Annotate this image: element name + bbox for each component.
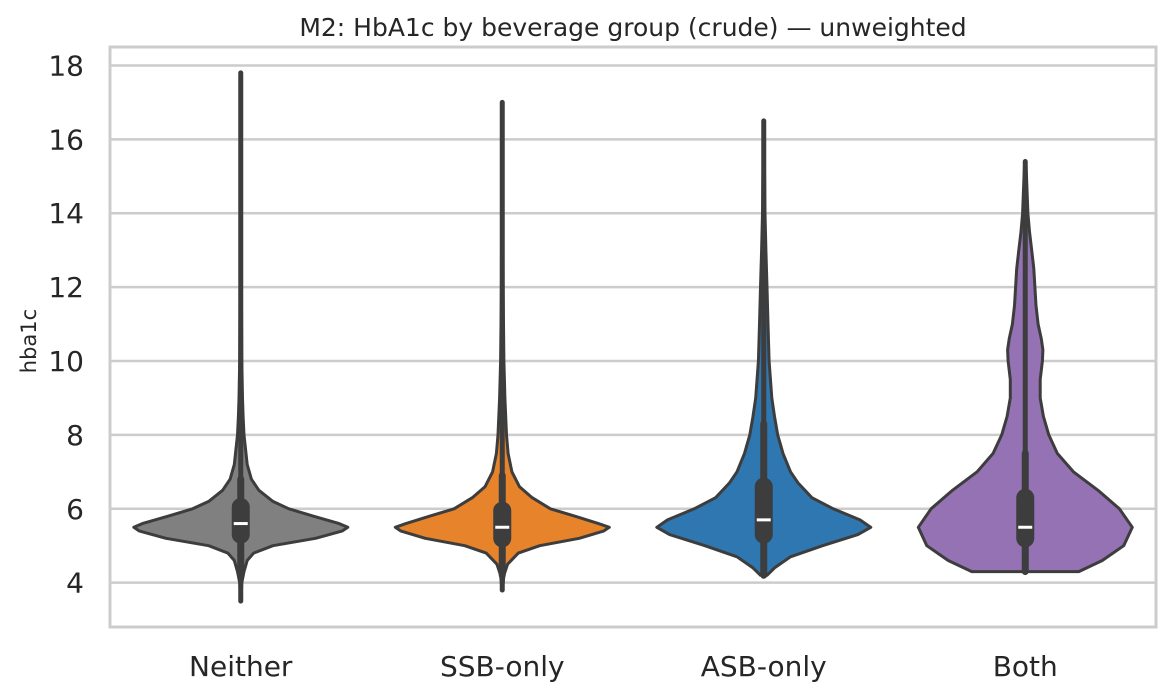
y-tick-label-12: 12 [48,271,84,304]
x-tick-label-both: Both [993,650,1058,683]
y-tick-label-16: 16 [48,123,84,156]
y-tick-label-8: 8 [66,419,84,452]
y-tick-labels: 4 6 8 10 12 14 16 18 [48,49,84,599]
y-tick-label-10: 10 [48,345,84,378]
x-tick-label-neither: Neither [189,650,293,683]
y-axis-label: hba1c [17,309,41,373]
plot-frame [108,45,1158,629]
violins [132,70,1134,604]
y-tick-label-6: 6 [66,493,84,526]
y-tick-label-14: 14 [48,197,84,230]
chart-title: M2: HbA1c by beverage group (crude) — un… [299,13,966,42]
x-tick-label-ssb-only: SSB-only [440,650,565,683]
x-tick-label-asb-only: ASB-only [701,650,827,683]
x-tick-labels: Neither SSB-only ASB-only Both [189,650,1058,683]
y-tick-label-4: 4 [66,567,84,600]
y-tick-label-18: 18 [48,49,84,82]
